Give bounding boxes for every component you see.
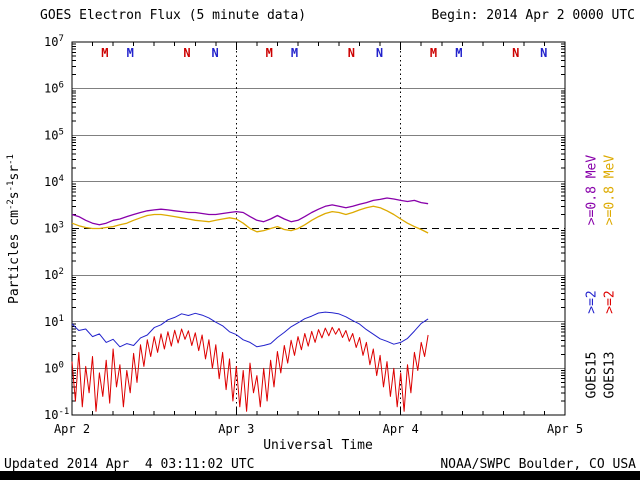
satellite-marker-N: N [211,46,218,60]
series-goes13-0-8-mev [71,205,429,234]
satellite-marker-M: M [127,46,134,60]
legend-goes13-satellite: GOES13 [602,351,618,399]
y-tick-label: 10-1 [44,407,69,422]
x-tick-label: Apr 2 [54,422,90,436]
satellite-marker-N: N [540,46,547,60]
satellite-marker-M: M [430,46,437,60]
series-goes15-2-mev [71,311,429,348]
legend-goes15-energy-2: >=2 [584,290,600,314]
updated-timestamp: Updated 2014 Apr 4 03:11:02 UTC [4,457,255,472]
legend-goes15-energy-0.8: >=0.8 MeV [584,154,600,226]
y-tick-label: 105 [44,127,64,142]
x-tick-label: Apr 3 [218,422,254,436]
satellite-marker-N: N [376,46,383,60]
y-axis-label: Particles cm-2s-1sr-1 [5,154,23,304]
y-tick-label: 102 [44,267,64,282]
series-goes13-2-mev [71,326,429,412]
satellite-marker-M: M [266,46,273,60]
x-tick-label: Apr 4 [383,422,419,436]
legend-goes13-energy-0.8: >=0.8 MeV [602,154,618,226]
y-tick-label: 100 [44,360,64,375]
y-tick-label: 101 [44,314,64,329]
x-axis-label: Universal Time [263,438,373,453]
plot-border [71,41,566,416]
chart-title: GOES Electron Flux (5 minute data) [40,8,307,23]
satellite-marker-N: N [512,46,519,60]
satellite-marker-M: M [291,46,298,60]
organization-label: NOAA/SWPC Boulder, CO USA [440,457,636,472]
series-goes15-0-8-mev [71,197,429,226]
gridlines [72,42,565,415]
y-tick-label: 106 [44,81,64,96]
y-tick-label: 104 [44,174,64,189]
y-tick-label: 107 [44,34,64,49]
legend-goes13-energy-2: >=2 [602,290,618,314]
y-tick-label: 103 [44,221,64,236]
y-axis-exp: -2 [5,199,16,211]
y-axis-label-text: Particles cm [7,210,23,304]
x-tick-label: Apr 5 [547,422,583,436]
satellite-marker-N: N [348,46,355,60]
satellite-marker-N: N [183,46,190,60]
bottom-bar [0,471,640,480]
begin-time-label: Begin: 2014 Apr 2 0000 UTC [431,8,636,23]
legend-goes15-satellite: GOES15 [584,351,600,399]
satellite-marker-M: M [101,46,108,60]
satellite-marker-M: M [455,46,462,60]
